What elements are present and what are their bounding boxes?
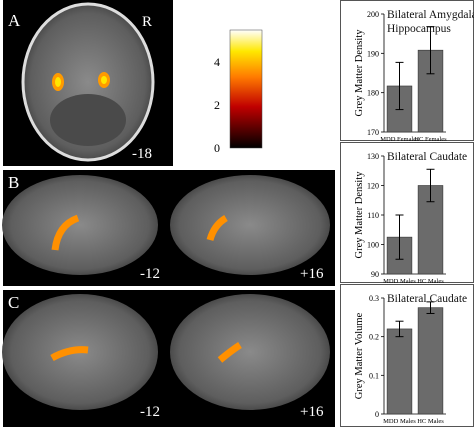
panel-label: B: [8, 173, 19, 192]
brain-sagittal: [2, 175, 158, 275]
orientation-label: R: [142, 14, 152, 30]
y-tick-label: 0.2: [369, 333, 379, 342]
colorbar: [229, 29, 263, 149]
activation-core: [101, 76, 107, 84]
x-tick-label: HC Females: [414, 136, 447, 143]
slice-label: +16: [300, 266, 324, 282]
x-tick-label: MDD Females: [380, 136, 419, 143]
brain-sagittal: [170, 175, 330, 275]
activation: [206, 214, 228, 242]
colorbar-tick-label: 0: [214, 141, 220, 155]
y-tick-label: 180: [367, 89, 379, 98]
slice-label: -12: [140, 266, 160, 282]
y-tick-label: 110: [367, 211, 379, 220]
x-tick-label: MDD Males: [383, 418, 416, 425]
y-tick-label: 90: [371, 270, 379, 279]
activation-core: [55, 77, 61, 87]
y-tick-label: 120: [367, 182, 379, 191]
slice-label: -18: [132, 146, 152, 162]
error-bar: [426, 301, 435, 314]
y-tick-label: 200: [367, 10, 379, 19]
y-axis-label: Grey Matter Density: [354, 29, 365, 117]
error-bar: [426, 168, 435, 203]
y-tick-label: 0: [375, 410, 379, 419]
error-bar: [426, 26, 435, 75]
error-bar: [395, 320, 404, 338]
y-tick-label: 100: [367, 241, 379, 250]
y-tick-label: 170: [367, 128, 379, 137]
y-tick-label: 190: [367, 49, 379, 58]
error-bar: [395, 214, 404, 260]
x-tick-label: HC Males: [417, 418, 444, 425]
cerebellum: [50, 94, 126, 146]
slice-label: -12: [140, 404, 160, 420]
x-tick-label: HC Males: [417, 278, 444, 285]
activation: [50, 346, 89, 362]
x-tick-label: MDD Males: [383, 278, 416, 285]
colorbar-tick-label: 4: [214, 55, 220, 69]
error-bar: [395, 61, 404, 111]
y-axis-label: Grey Matter Volume: [354, 312, 365, 399]
chart-title: Bilateral Caudate: [387, 151, 468, 163]
colorbar-tick-label: 2: [214, 98, 220, 112]
panel-label: C: [8, 293, 19, 312]
y-tick-label: 0.1: [369, 371, 379, 380]
chart-title: Bilateral Amygdala and Hippocampus: [387, 9, 474, 35]
activation: [217, 342, 242, 363]
bar: [417, 307, 444, 415]
y-tick-label: 0.3: [369, 294, 379, 303]
slice-label: +16: [300, 404, 324, 420]
brain-sagittal: [170, 294, 330, 410]
chart-title: Bilateral Caudate: [387, 293, 468, 305]
y-tick-label: 130: [367, 152, 379, 161]
activation: [51, 214, 80, 251]
bar: [386, 328, 413, 415]
panel-label: A: [8, 11, 21, 30]
y-axis-label: Grey Matter Density: [354, 171, 365, 259]
